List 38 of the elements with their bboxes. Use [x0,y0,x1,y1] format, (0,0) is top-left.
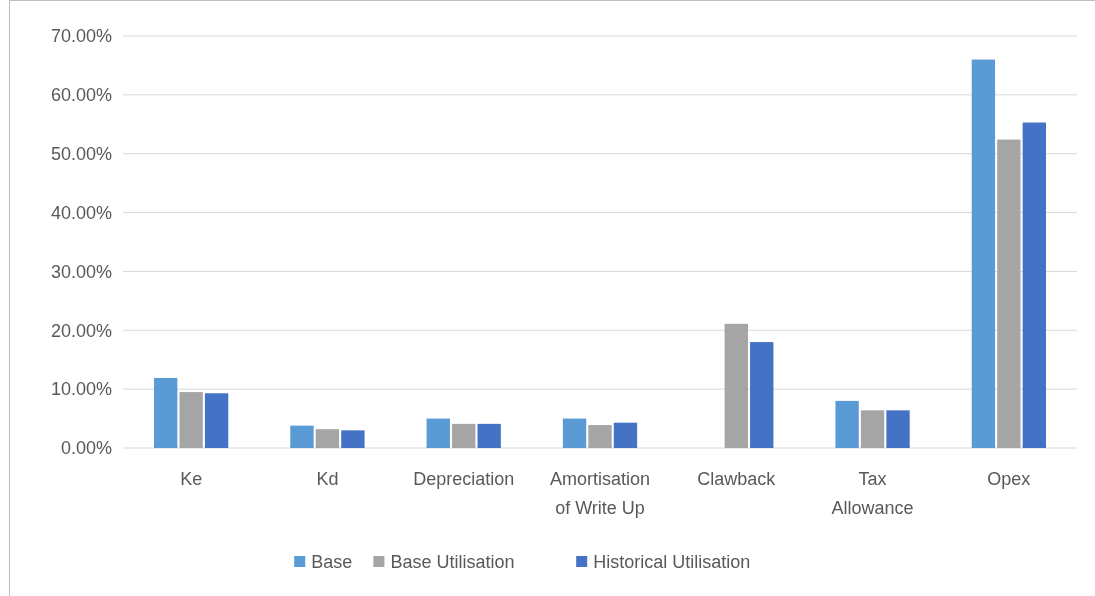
y-tick-label: 10.00% [50,379,112,400]
bar [562,418,587,448]
y-tick-label: 70.00% [50,26,112,47]
y-tick-label: 60.00% [50,85,112,106]
x-tick-label: Kd [316,469,339,489]
bar [179,392,203,448]
legend-label: Base Utilisation [390,552,515,573]
bar [452,423,476,448]
x-tick-label: Tax Allowance [831,469,914,518]
legend-label: Base [311,552,353,573]
y-tick-label: 0.00% [60,438,112,459]
bar [204,393,229,448]
bar [315,429,340,448]
bar [886,410,910,448]
bar [477,423,501,448]
x-tick-label: Depreciation [413,469,515,489]
legend-label: Historical Utilisation [593,552,751,573]
y-tick-label: 40.00% [50,202,112,223]
bar [588,425,612,448]
y-tick-label: 50.00% [50,144,112,165]
bar [290,425,314,448]
bar [341,430,365,448]
y-tick-label: 20.00% [50,320,112,341]
x-tick-label: Clawback [697,469,777,489]
bar [835,400,859,448]
bar [971,59,996,448]
bar [750,342,774,448]
x-tick-label: Ke [180,469,203,489]
y-tick-label: 30.00% [50,261,112,282]
bar [426,418,450,448]
bar [613,422,638,448]
x-tick-label: Opex [987,469,1031,489]
bar [997,139,1021,448]
x-tick-label: Amortisation of Write Up [549,469,651,518]
bar [154,377,178,448]
bar [1022,122,1046,448]
bar [860,410,885,448]
bar [724,323,748,448]
